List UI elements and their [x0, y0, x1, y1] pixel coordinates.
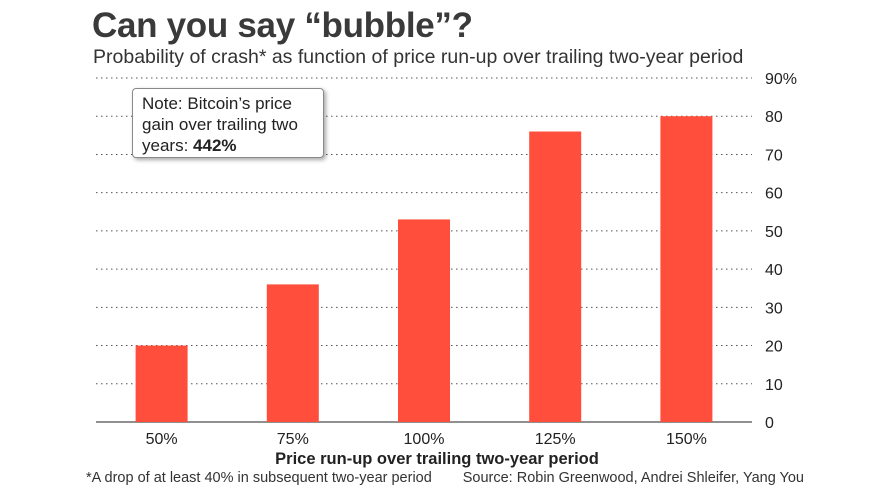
footnote: *A drop of at least 40% in subsequent tw… — [86, 470, 432, 486]
y-tick-label: 50 — [765, 224, 783, 241]
x-tick-label: 100% — [404, 431, 445, 448]
y-tick-label: 20 — [765, 339, 783, 356]
x-tick-label: 150% — [666, 431, 707, 448]
y-tick-label: 70 — [765, 147, 783, 164]
bar-150pct — [660, 116, 713, 422]
bar-100pct — [398, 219, 450, 422]
y-tick-label: 80 — [765, 109, 783, 126]
y-tick-label: 90% — [765, 71, 797, 88]
note-value: 442% — [193, 136, 237, 155]
bars — [135, 116, 713, 422]
y-tick-labels: 0 10 20 30 40 50 60 70 80 90% — [765, 71, 797, 432]
x-tick-label: 75% — [277, 431, 309, 448]
bar-125pct — [529, 131, 582, 422]
x-tick-label: 125% — [535, 431, 576, 448]
chart-title: Can you say “bubble”? — [92, 6, 473, 45]
x-tick-label: 50% — [146, 431, 178, 448]
chart-subtitle: Probability of crash* as function of pri… — [93, 46, 744, 68]
bar-50pct — [135, 345, 188, 422]
y-tick-label: 40 — [765, 262, 783, 279]
source-credit: Source: Robin Greenwood, Andrei Shleifer… — [462, 470, 804, 486]
y-tick-label: 0 — [765, 415, 774, 432]
y-tick-label: 30 — [765, 300, 783, 317]
bar-75pct — [266, 284, 319, 422]
note-text: Note: Bitcoin’s price gain over trailing… — [142, 94, 298, 155]
y-tick-label: 10 — [765, 377, 783, 394]
x-axis-label: Price run-up over trailing two-year peri… — [275, 450, 599, 468]
note-callout: Note: Bitcoin’s price gain over trailing… — [132, 88, 324, 158]
y-tick-label: 60 — [765, 186, 783, 203]
x-tick-labels: 50% 75% 100% 125% 150% — [146, 431, 707, 448]
